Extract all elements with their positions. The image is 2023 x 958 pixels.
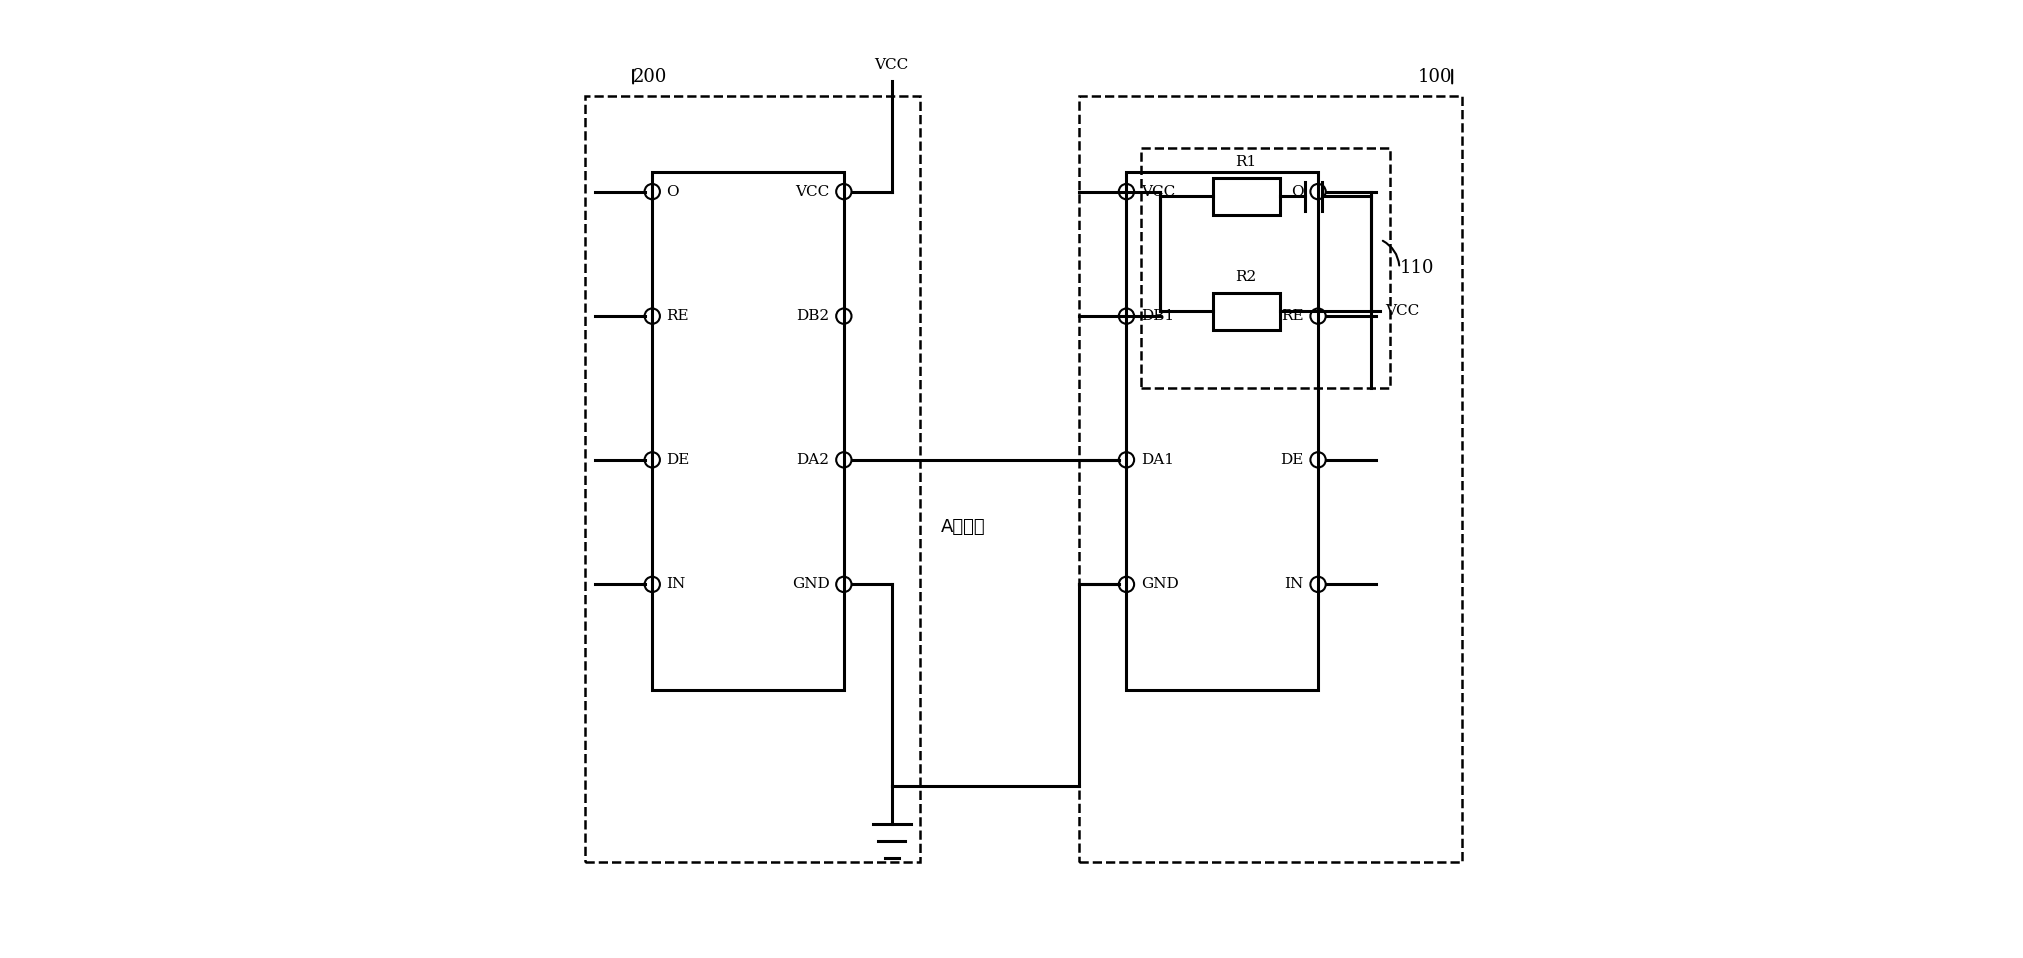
Text: DB1: DB1 [1141, 309, 1173, 323]
Text: O: O [1291, 185, 1303, 198]
Text: IN: IN [1285, 578, 1303, 591]
Text: GND: GND [1141, 578, 1179, 591]
Text: R1: R1 [1236, 154, 1256, 169]
Text: GND: GND [791, 578, 829, 591]
Text: DA2: DA2 [797, 453, 829, 467]
Text: DA1: DA1 [1141, 453, 1173, 467]
Text: O: O [668, 185, 680, 198]
Text: RE: RE [668, 309, 690, 323]
Text: 100: 100 [1418, 68, 1453, 86]
Bar [1141, 148, 1390, 388]
Bar [1078, 96, 1463, 862]
Text: DE: DE [1281, 453, 1303, 467]
Text: 110: 110 [1400, 260, 1434, 277]
Bar [585, 96, 920, 862]
Text: VCC: VCC [874, 57, 908, 72]
Text: A通訊線: A通訊線 [941, 518, 985, 536]
Text: VCC: VCC [795, 185, 829, 198]
Text: DB2: DB2 [797, 309, 829, 323]
Text: DE: DE [668, 453, 690, 467]
Text: VCC: VCC [1386, 305, 1420, 318]
Text: VCC: VCC [1141, 185, 1175, 198]
Text: IN: IN [668, 578, 686, 591]
Text: 200: 200 [633, 68, 668, 86]
Bar [1212, 293, 1281, 330]
Text: RE: RE [1281, 309, 1303, 323]
Bar [1127, 172, 1319, 690]
Bar [1212, 178, 1281, 215]
Text: R2: R2 [1236, 269, 1256, 284]
Bar [651, 172, 844, 690]
